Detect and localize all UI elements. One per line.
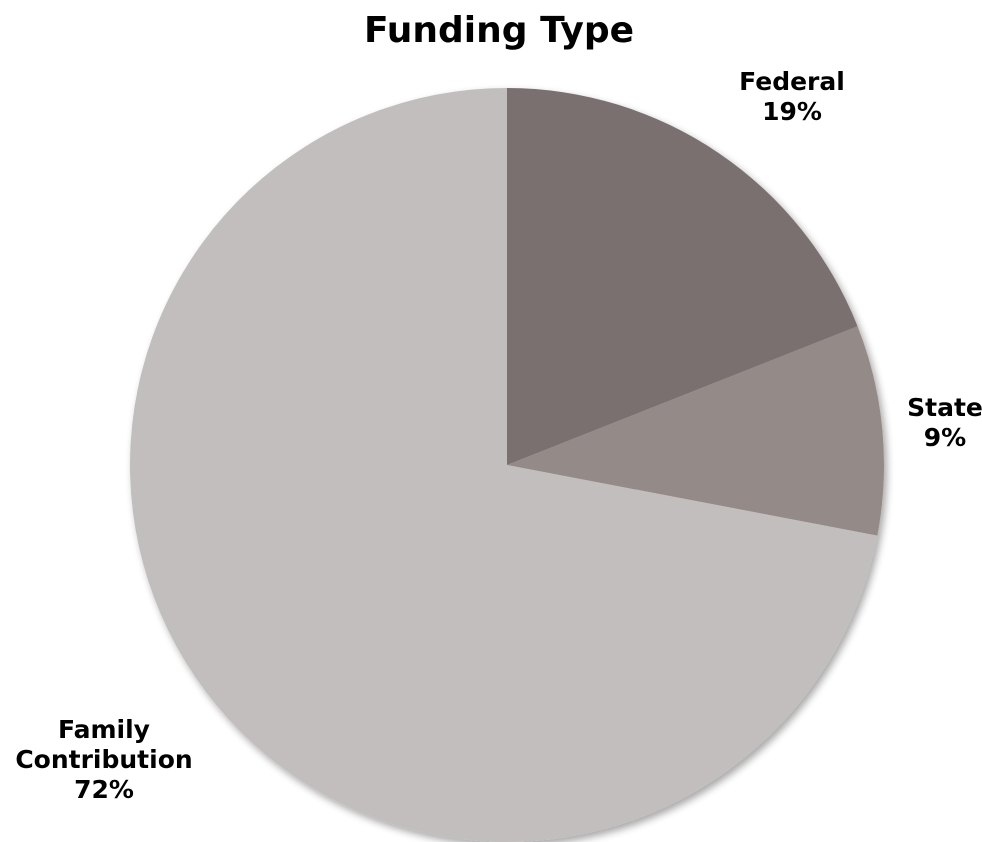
pie-slice-family-contribution [130,88,878,842]
slice-label-line: 72% [74,775,134,804]
slice-label-line: 9% [924,423,966,452]
pie-slices [130,88,885,842]
slice-label-line: State [907,393,982,422]
slice-label-federal: Federal 19% [739,67,845,126]
slice-label-line: 19% [762,97,822,126]
slice-label-line: Federal [739,67,845,96]
pie-slice-state [507,326,885,536]
slice-label-line: Contribution [15,745,192,774]
slice-label-state: State 9% [907,393,982,452]
pie-slice-federal [507,88,858,465]
slice-label-line: Family [58,715,150,744]
slice-label-family-contribution: Family Contribution 72% [15,715,192,804]
chart-title: Funding Type [364,10,634,51]
pie-labels: Federal 19% State 9% Family Contribution 72% [15,67,982,804]
